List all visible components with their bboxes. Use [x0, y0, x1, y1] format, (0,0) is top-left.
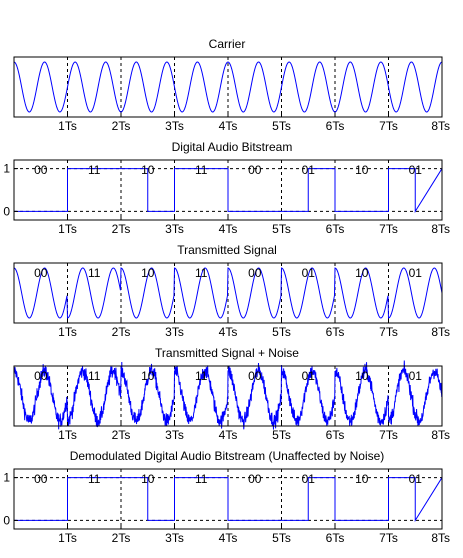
x-tick-label: 4Ts	[219, 325, 238, 339]
bit-pair-label: 11	[88, 369, 101, 383]
panel-carrier: Carrier 1Ts 2Ts 3Ts 4Ts 5Ts 6Ts 7Ts 8Ts	[13, 37, 450, 133]
x-tick-label: 3Ts	[165, 222, 184, 236]
x-tick-label: 3Ts	[165, 119, 184, 133]
panel-transmitted: Transmitted Signal 1Ts 2Ts 3Ts 4Ts 5Ts 6Ts 7Ts…	[13, 243, 450, 339]
x-tick-label: 5Ts	[272, 531, 291, 545]
panel-demodulated: Demodulated Digital Audio Bitstream (Una…	[3, 449, 450, 545]
x-tick-label: 6Ts	[326, 325, 345, 339]
x-tick-label: 2Ts	[112, 531, 131, 545]
x-tick-label: 4Ts	[219, 222, 238, 236]
series-line	[13, 360, 443, 430]
x-tick-label: 7Ts	[379, 428, 398, 442]
bit-pair-label: 11	[88, 266, 101, 280]
x-tick-label: 7Ts	[379, 119, 398, 133]
bit-pair-label: 01	[302, 163, 316, 177]
bit-pair-label: 00	[34, 472, 48, 486]
panel-noisy: Transmitted Signal + Noise 1Ts 2Ts 3Ts 4Ts 5…	[13, 346, 450, 442]
x-tick-label: 2Ts	[112, 325, 131, 339]
panel-title: Demodulated Digital Audio Bitstream (Una…	[70, 449, 385, 463]
series-line	[13, 61, 443, 113]
bit-pair-label: 11	[195, 266, 208, 280]
x-tick-label: 8Ts	[431, 119, 450, 133]
bit-pair-label: 00	[248, 163, 262, 177]
series-line	[14, 168, 443, 214]
x-tick-label: 1Ts	[58, 428, 77, 442]
bit-pair-label: 01	[409, 472, 423, 486]
bit-pair-label: 00	[248, 472, 262, 486]
x-tick-label: 8Ts	[431, 428, 450, 442]
x-tick-label: 1Ts	[58, 531, 77, 545]
bit-pair-label: 01	[302, 266, 316, 280]
x-tick-label: 7Ts	[379, 222, 398, 236]
x-tick-label: 5Ts	[272, 325, 291, 339]
x-tick-label: 1Ts	[58, 222, 77, 236]
x-tick-label: 2Ts	[112, 119, 131, 133]
bit-pair-label: 10	[141, 369, 155, 383]
x-tick-label: 7Ts	[379, 531, 398, 545]
bit-pair-label: 10	[141, 266, 155, 280]
bit-pair-label: 10	[355, 163, 369, 177]
bit-pair-label: 11	[195, 472, 208, 486]
panel-title: Transmitted Signal	[177, 243, 277, 257]
bit-pair-label: 00	[248, 369, 262, 383]
y-tick-label: 1	[3, 471, 10, 485]
x-tick-label: 6Ts	[326, 531, 345, 545]
x-tick-label: 2Ts	[112, 428, 131, 442]
x-tick-label: 8Ts	[431, 325, 450, 339]
x-tick-label: 4Ts	[219, 428, 238, 442]
x-tick-label: 1Ts	[58, 325, 77, 339]
x-tick-label: 5Ts	[272, 119, 291, 133]
bit-pair-label: 11	[195, 369, 208, 383]
x-tick-label: 4Ts	[219, 531, 238, 545]
x-tick-label: 2Ts	[112, 222, 131, 236]
x-tick-label: 5Ts	[272, 428, 291, 442]
bit-pair-label: 10	[355, 266, 369, 280]
bit-pair-label: 11	[88, 163, 101, 177]
bit-pair-label: 01	[409, 369, 423, 383]
x-tick-label: 8Ts	[431, 531, 450, 545]
x-tick-label: 6Ts	[326, 119, 345, 133]
x-tick-label: 6Ts	[326, 428, 345, 442]
bit-pair-label: 11	[195, 163, 208, 177]
series-line	[14, 477, 443, 523]
bit-pair-label: 11	[88, 472, 101, 486]
x-tick-label: 5Ts	[272, 222, 291, 236]
x-tick-label: 7Ts	[379, 325, 398, 339]
bit-pair-label: 01	[409, 163, 423, 177]
x-tick-label: 8Ts	[431, 222, 450, 236]
y-tick-label: 1	[3, 162, 10, 176]
bit-pair-label: 10	[141, 163, 155, 177]
x-tick-label: 1Ts	[58, 119, 77, 133]
panel-title: Transmitted Signal + Noise	[155, 346, 299, 360]
x-tick-label: 4Ts	[219, 119, 238, 133]
bit-pair-label: 00	[34, 266, 48, 280]
bit-pair-label: 01	[302, 472, 316, 486]
bit-pair-label: 01	[302, 369, 316, 383]
bit-pair-label: 00	[34, 369, 48, 383]
x-tick-label: 3Ts	[165, 531, 184, 545]
bit-pair-label: 01	[409, 266, 423, 280]
x-tick-label: 6Ts	[326, 222, 345, 236]
bit-pair-label: 10	[355, 472, 369, 486]
y-tick-label: 0	[3, 513, 10, 527]
panel-title: Carrier	[209, 37, 246, 51]
series-line	[13, 267, 443, 319]
bit-pair-label: 00	[34, 163, 48, 177]
panel-bitstream: Digital Audio Bitstream 01 1Ts 2Ts 3Ts 4Ts 5…	[3, 140, 450, 236]
bit-pair-label: 00	[248, 266, 262, 280]
bit-pair-label: 10	[355, 369, 369, 383]
panel-title: Digital Audio Bitstream	[172, 140, 293, 154]
y-tick-label: 0	[3, 204, 10, 218]
bit-pair-label: 10	[141, 472, 155, 486]
x-tick-label: 3Ts	[165, 325, 184, 339]
x-tick-label: 3Ts	[165, 428, 184, 442]
